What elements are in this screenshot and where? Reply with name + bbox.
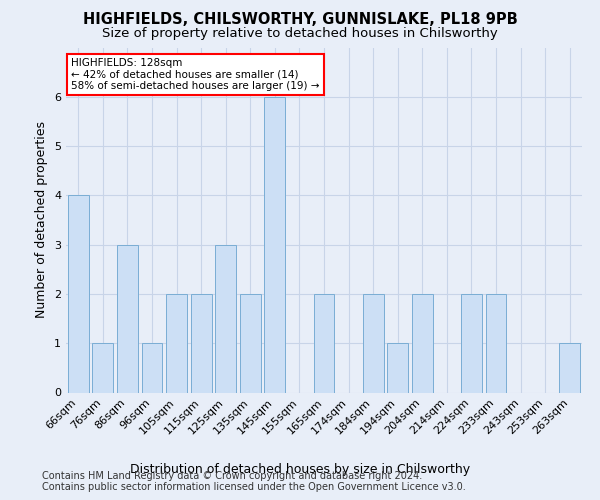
Bar bbox=[412, 294, 433, 392]
Bar bbox=[362, 294, 383, 392]
Bar bbox=[166, 294, 187, 392]
Bar bbox=[485, 294, 506, 392]
Y-axis label: Number of detached properties: Number of detached properties bbox=[35, 122, 49, 318]
Text: HIGHFIELDS, CHILSWORTHY, GUNNISLAKE, PL18 9PB: HIGHFIELDS, CHILSWORTHY, GUNNISLAKE, PL1… bbox=[83, 12, 517, 28]
Bar bbox=[265, 97, 286, 392]
Text: Distribution of detached houses by size in Chilsworthy: Distribution of detached houses by size … bbox=[130, 462, 470, 475]
Bar bbox=[117, 244, 138, 392]
Bar bbox=[314, 294, 334, 392]
Bar bbox=[215, 244, 236, 392]
Bar bbox=[68, 196, 89, 392]
Bar bbox=[559, 343, 580, 392]
Bar bbox=[461, 294, 482, 392]
Bar bbox=[387, 343, 408, 392]
Text: Contains HM Land Registry data © Crown copyright and database right 2024.
Contai: Contains HM Land Registry data © Crown c… bbox=[42, 471, 466, 492]
Bar bbox=[92, 343, 113, 392]
Bar bbox=[142, 343, 163, 392]
Bar bbox=[191, 294, 212, 392]
Text: Size of property relative to detached houses in Chilsworthy: Size of property relative to detached ho… bbox=[102, 28, 498, 40]
Bar bbox=[240, 294, 261, 392]
Text: HIGHFIELDS: 128sqm
← 42% of detached houses are smaller (14)
58% of semi-detache: HIGHFIELDS: 128sqm ← 42% of detached hou… bbox=[71, 58, 320, 91]
